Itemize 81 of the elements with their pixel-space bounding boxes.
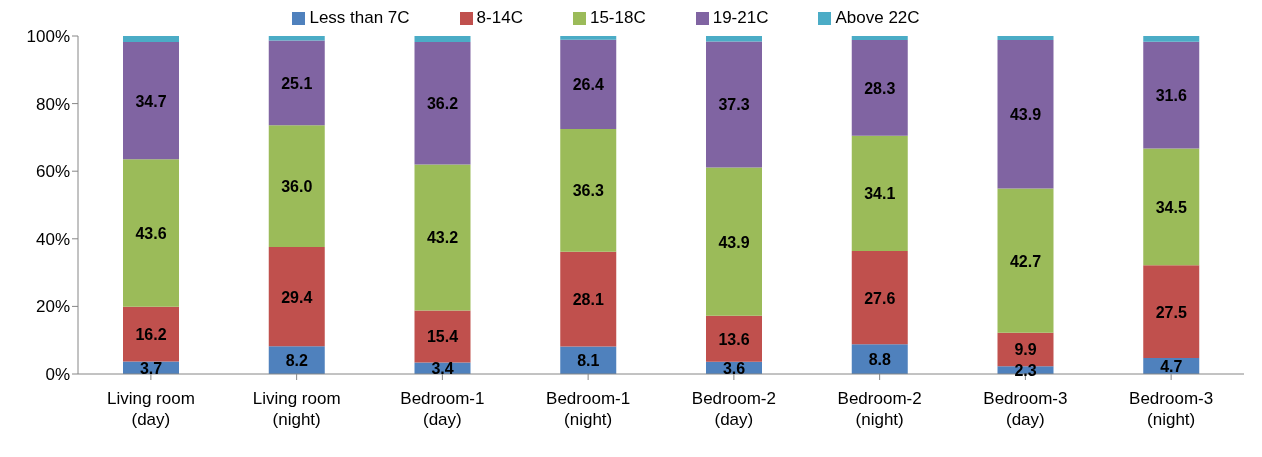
bar bbox=[123, 306, 179, 362]
x-tick-label: Bedroom-2 (day) bbox=[691, 389, 776, 429]
legend-label: Above 22C bbox=[835, 8, 920, 27]
bar bbox=[706, 315, 762, 362]
data-label: 43.6 bbox=[135, 225, 167, 243]
bar bbox=[997, 36, 1054, 41]
data-label: 34.7 bbox=[135, 92, 167, 110]
bar bbox=[560, 39, 617, 129]
data-label: 8.1 bbox=[577, 352, 600, 370]
data-label: 8.8 bbox=[868, 351, 891, 369]
data-label: 27.6 bbox=[864, 289, 896, 307]
bar bbox=[706, 36, 762, 42]
data-label: 28.3 bbox=[864, 79, 896, 97]
data-label: 29.4 bbox=[281, 288, 313, 306]
bar bbox=[851, 40, 908, 136]
data-label: 25.1 bbox=[281, 74, 313, 92]
legend-label: Less than 7C bbox=[309, 8, 410, 27]
data-label: 34.5 bbox=[1155, 198, 1187, 216]
bar bbox=[1143, 41, 1200, 149]
data-label: 42.7 bbox=[1009, 252, 1042, 270]
bar bbox=[123, 42, 179, 160]
bar bbox=[706, 41, 762, 168]
y-tick-label: 80% bbox=[35, 94, 70, 114]
x-tick-label: Living room (night) bbox=[252, 389, 341, 429]
bar bbox=[1143, 36, 1200, 42]
data-label: 27.5 bbox=[1155, 303, 1187, 321]
y-tick-label: 0% bbox=[45, 365, 70, 385]
bar bbox=[851, 36, 908, 41]
bar bbox=[560, 128, 617, 252]
data-label: 43.9 bbox=[718, 233, 750, 251]
bar bbox=[123, 36, 179, 43]
bar bbox=[414, 36, 471, 43]
y-tick-label: 20% bbox=[35, 297, 70, 317]
bar bbox=[414, 164, 471, 311]
data-label: 16.2 bbox=[135, 326, 167, 344]
bar bbox=[414, 42, 471, 165]
data-label: 26.4 bbox=[572, 76, 604, 94]
data-label: 3.4 bbox=[431, 360, 454, 378]
bar bbox=[268, 36, 325, 41]
bar bbox=[414, 310, 471, 363]
data-label: 13.6 bbox=[718, 330, 750, 348]
bar bbox=[268, 125, 325, 247]
x-tick-label: Bedroom-3 (night) bbox=[1129, 389, 1214, 429]
data-label: 15.4 bbox=[426, 328, 459, 346]
legend-label: 8-14C bbox=[476, 8, 523, 27]
data-label: 36.0 bbox=[281, 178, 313, 196]
data-label: 36.3 bbox=[572, 182, 604, 200]
data-label: 3.6 bbox=[722, 359, 746, 377]
data-label: 4.7 bbox=[1160, 358, 1183, 376]
x-tick-label: Bedroom-2 (night) bbox=[837, 389, 922, 429]
y-tick-label: 100% bbox=[26, 27, 70, 47]
bar bbox=[560, 251, 617, 347]
bar bbox=[268, 40, 325, 126]
data-label: 43.9 bbox=[1009, 106, 1042, 124]
y-tick-label: 60% bbox=[35, 162, 70, 182]
data-label: 37.3 bbox=[718, 96, 750, 114]
data-label: 43.2 bbox=[426, 229, 459, 247]
data-label: 31.6 bbox=[1155, 87, 1187, 105]
bar bbox=[851, 135, 908, 251]
bar bbox=[1143, 265, 1200, 359]
x-tick-label: Living room (day) bbox=[106, 389, 195, 429]
data-label: 34.1 bbox=[864, 185, 896, 203]
bar bbox=[1143, 148, 1200, 266]
bar bbox=[997, 188, 1054, 333]
legend-label: 19-21C bbox=[712, 8, 769, 27]
legend-label: 15-18C bbox=[589, 8, 646, 27]
bar bbox=[268, 246, 325, 347]
bar bbox=[706, 167, 762, 316]
bar bbox=[123, 159, 179, 307]
data-label: 3.7 bbox=[139, 359, 163, 377]
x-tick-label: Bedroom-1 (day) bbox=[400, 389, 485, 429]
y-tick-label: 40% bbox=[35, 229, 70, 249]
bar bbox=[851, 250, 908, 345]
x-tick-label: Bedroom-1 (night) bbox=[546, 389, 631, 429]
data-label: 36.2 bbox=[426, 95, 459, 113]
bar bbox=[560, 36, 617, 40]
data-label: 28.1 bbox=[572, 291, 604, 309]
bar bbox=[997, 40, 1054, 189]
data-label: 9.9 bbox=[1014, 341, 1037, 359]
x-tick-label: Bedroom-3 (day) bbox=[983, 389, 1068, 429]
data-label: 8.2 bbox=[285, 352, 308, 370]
